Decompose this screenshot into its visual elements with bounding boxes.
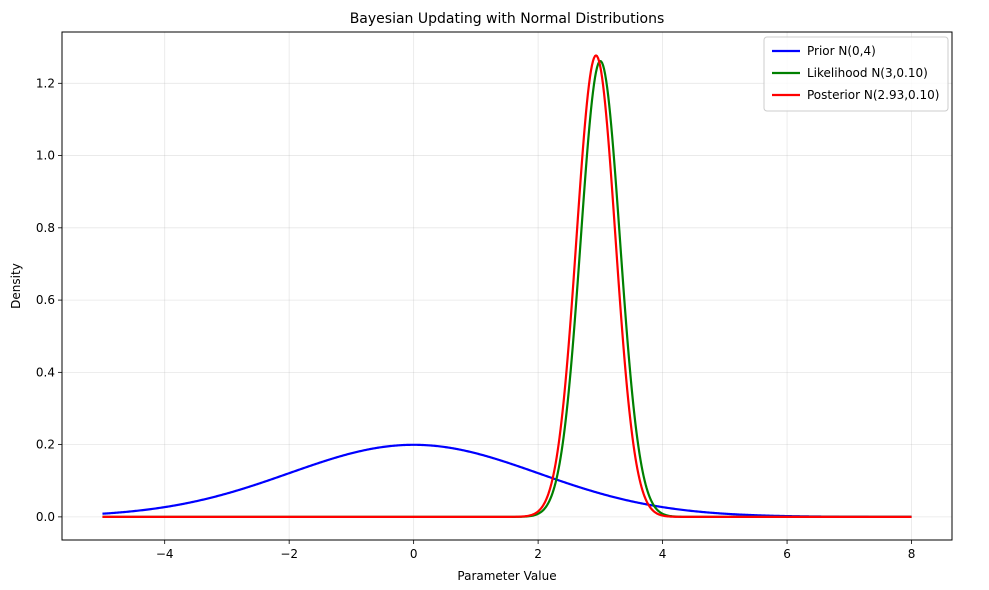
legend-label: Posterior N(2.93,0.10) (807, 88, 939, 102)
legend-label: Prior N(0,4) (807, 44, 876, 58)
y-tick-label: 0.0 (36, 510, 55, 524)
plot-frame (61, 31, 953, 541)
x-tick-label: 8 (908, 547, 916, 561)
legend-box (763, 36, 949, 112)
legend-label: Likelihood N(3,0.10) (807, 66, 928, 80)
y-axis-label: Density (9, 263, 23, 309)
x-tick-label: −4 (156, 547, 174, 561)
series-line-3 (102, 54, 912, 518)
y-tick-label: 0.4 (36, 365, 55, 379)
y-axis-ticks: 0.0 0.2 0.4 0.6 0.8 1.0 1.2 (36, 76, 62, 524)
y-tick-label: 0.2 (36, 438, 55, 452)
y-tick-label: 1.0 (36, 149, 55, 163)
x-axis-label: Parameter Value (457, 569, 556, 583)
y-tick-label: 0.6 (36, 293, 55, 307)
x-tick-label: 2 (534, 547, 542, 561)
series-lines (102, 54, 912, 518)
legend: Prior N(0,4) Likelihood N(3,0.10) Posterio… (763, 36, 949, 112)
y-tick-label: 0.8 (36, 221, 55, 235)
y-tick-label: 1.2 (36, 76, 55, 90)
x-tick-label: 0 (410, 547, 418, 561)
chart-title: Bayesian Updating with Normal Distributi… (350, 11, 665, 27)
x-tick-label: 4 (659, 547, 667, 561)
x-axis-ticks: −4 −2 0 2 4 6 8 (156, 540, 916, 561)
x-tick-label: −2 (280, 547, 298, 561)
x-tick-label: 6 (783, 547, 791, 561)
